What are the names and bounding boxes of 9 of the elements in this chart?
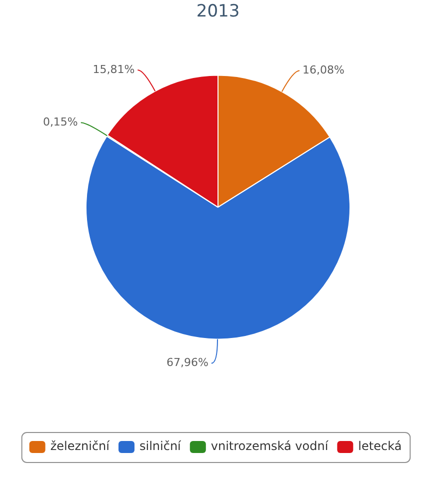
legend-label: silniční [140, 439, 182, 454]
legend-label: železniční [50, 439, 110, 454]
chart-title: 2013 [196, 2, 240, 22]
legend-label: letecká [358, 439, 402, 454]
data-label: 67,96% [166, 356, 208, 370]
data-label: 0,15% [42, 116, 78, 129]
data-label: 16,08% [302, 64, 344, 77]
data-label: 15,81% [92, 62, 135, 76]
legend-label: vnitrozemská vodní [210, 439, 329, 454]
